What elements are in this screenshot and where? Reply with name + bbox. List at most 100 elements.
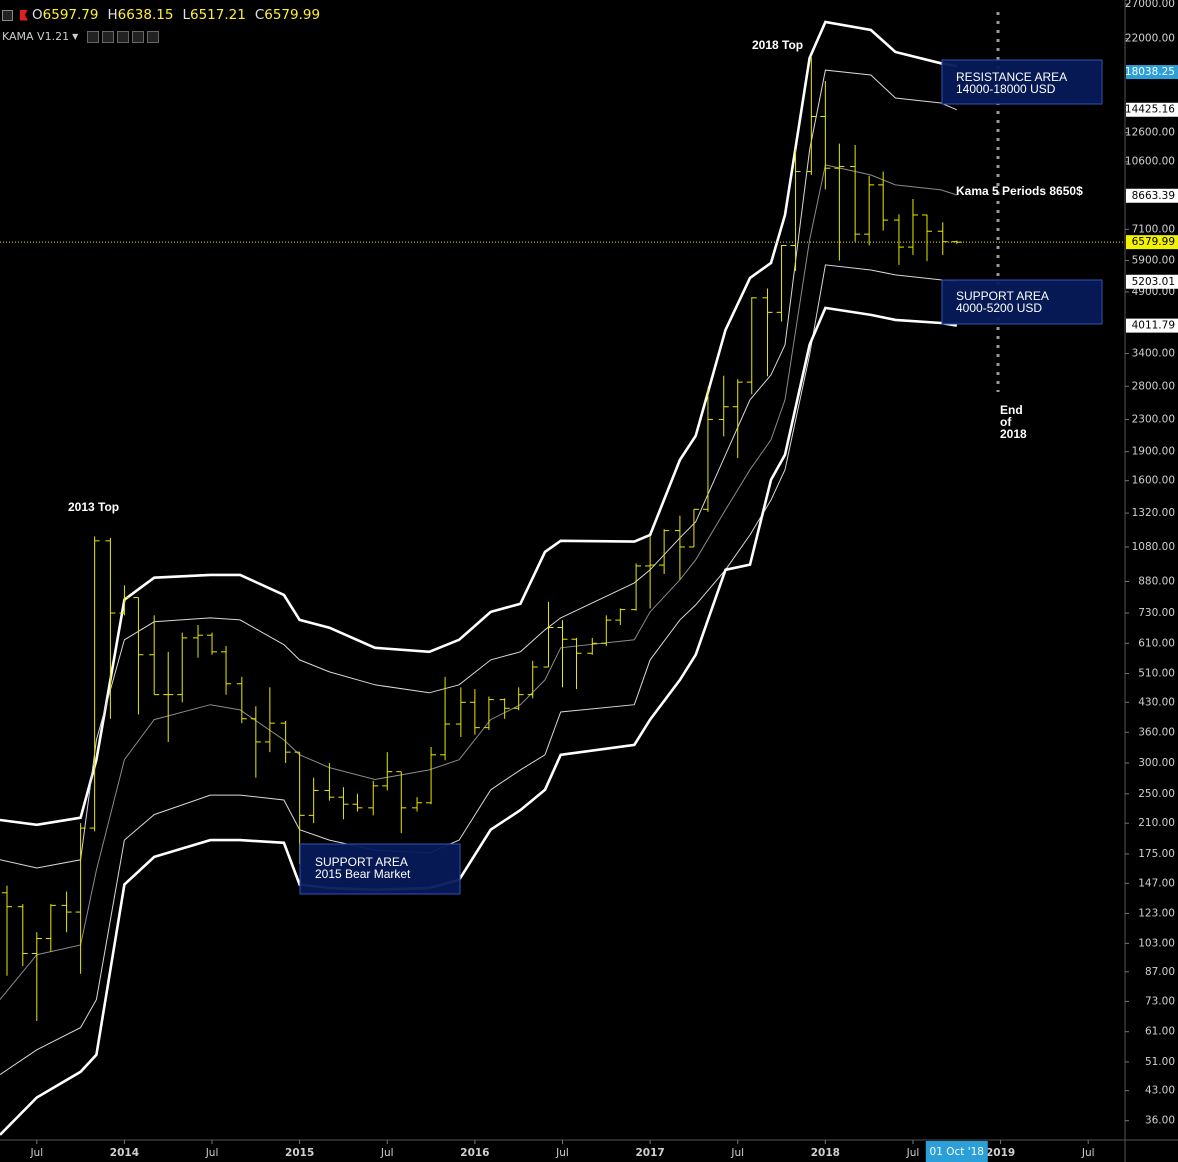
y-tick-label: 73.00 xyxy=(1145,995,1175,1007)
y-tick-label: 2800.00 xyxy=(1132,380,1175,392)
x-tick-label: 2019 xyxy=(986,1147,1015,1159)
y-tick-label: 1900.00 xyxy=(1132,446,1175,458)
price-label: 8663.39 xyxy=(1132,190,1175,202)
indicator-button[interactable] xyxy=(102,30,115,43)
band-line xyxy=(0,306,958,1136)
price-label-bg xyxy=(1126,274,1178,289)
y-tick-label: 1080.00 xyxy=(1132,541,1175,553)
price-label: 6579.99 xyxy=(1132,236,1175,248)
y-tick-label: 123.00 xyxy=(1138,907,1175,919)
indicator-row: KAMA V1.21 ▼ xyxy=(2,30,160,43)
price-label-bg xyxy=(1126,102,1178,117)
x-tick-label: Jul xyxy=(1081,1147,1095,1159)
y-tick-label: 880.00 xyxy=(1138,576,1175,588)
price-label: 18038.25 xyxy=(1125,66,1175,78)
ohlc-value: 6638.15 xyxy=(117,7,174,23)
indicator-name[interactable]: KAMA V1.21 xyxy=(2,30,70,43)
y-tick-label: 61.00 xyxy=(1145,1026,1175,1038)
y-tick-label: 7100.00 xyxy=(1132,223,1175,235)
band-line xyxy=(0,164,957,1000)
y-tick-label: 430.00 xyxy=(1138,696,1175,708)
x-tick-label: 2018 xyxy=(811,1147,840,1159)
y-tick-label: 5900.00 xyxy=(1132,255,1175,267)
y-tick-label: 510.00 xyxy=(1138,668,1175,680)
annotation: 2018 xyxy=(1000,427,1027,441)
price-label: 14425.16 xyxy=(1125,104,1175,116)
ohlc-key: O xyxy=(32,7,43,23)
band-line xyxy=(0,69,957,869)
axes: 27000.00 22000.00 12600.00 10600.00 7100.00 5… xyxy=(29,0,1178,1162)
x-tick-label: Jul xyxy=(29,1147,43,1159)
plot-area xyxy=(0,20,1125,1136)
y-tick-label: 3400.00 xyxy=(1132,348,1175,360)
flag-icon[interactable] xyxy=(20,9,28,21)
y-tick-label: 27000.00 xyxy=(1125,0,1175,10)
x-tick-label: 2017 xyxy=(635,1147,664,1159)
y-tick-label: 43.00 xyxy=(1145,1085,1175,1097)
y-tick-label: 10600.00 xyxy=(1125,156,1175,168)
y-tick-label: 2300.00 xyxy=(1132,413,1175,425)
x-tick-label: Jul xyxy=(906,1147,920,1159)
indicator-button[interactable] xyxy=(117,30,130,43)
area-title: SUPPORT AREA xyxy=(956,289,1049,303)
annotation: End xyxy=(1000,403,1023,417)
band-line xyxy=(0,264,957,1076)
x-tick-label: Jul xyxy=(380,1147,394,1159)
ohlc-key: H xyxy=(107,7,118,23)
collapse-icon[interactable] xyxy=(2,9,13,21)
indicator-button[interactable] xyxy=(132,30,145,43)
y-tick-label: 730.00 xyxy=(1138,607,1175,619)
dropdown-caret[interactable]: ▼ xyxy=(72,32,79,41)
support-box xyxy=(299,843,461,895)
y-tick-label: 300.00 xyxy=(1138,757,1175,769)
indicator-button[interactable] xyxy=(147,30,160,43)
y-tick-label: 4900.00 xyxy=(1132,286,1175,298)
area-box: SUPPORT AREA 2015 Bear Market xyxy=(299,843,461,895)
x-tick-label: 2016 xyxy=(460,1147,489,1159)
price-label: 4011.79 xyxy=(1132,320,1175,332)
y-tick-label: 1320.00 xyxy=(1132,507,1175,519)
ohlc-header: O 6597.79 H 6638.15 L 6517.21 C 6579.99 xyxy=(2,7,320,23)
x-tick-label: Jul xyxy=(730,1147,744,1159)
annotation: 2018 Top xyxy=(752,38,803,52)
area-box: SUPPORT AREA 4000-5200 USD xyxy=(941,279,1103,325)
x-tick-label: 2014 xyxy=(110,1147,139,1159)
y-tick-label: 36.00 xyxy=(1145,1115,1175,1127)
y-tick-label: 1600.00 xyxy=(1132,475,1175,487)
ohlc-value: 6597.79 xyxy=(42,7,99,23)
area-range: 2015 Bear Market xyxy=(315,867,411,881)
y-tick-label: 175.00 xyxy=(1138,848,1175,860)
price-label-bg xyxy=(1126,318,1178,333)
y-tick-label: 22000.00 xyxy=(1125,33,1175,45)
y-tick-label: 610.00 xyxy=(1138,637,1175,649)
cursor-label: 01 Oct '18 xyxy=(930,1146,984,1158)
x-tick-label: Jul xyxy=(205,1147,219,1159)
area-title: RESISTANCE AREA xyxy=(956,70,1067,84)
price-label-bg xyxy=(1126,235,1178,250)
y-tick-label: 87.00 xyxy=(1145,966,1175,978)
y-tick-label: 147.00 xyxy=(1138,877,1175,889)
ohlc-value: 6579.99 xyxy=(264,7,321,23)
annotation: 2013 Top xyxy=(68,500,119,514)
band-line xyxy=(0,20,958,827)
price-label-bg xyxy=(1126,188,1178,203)
y-tick-label: 360.00 xyxy=(1138,726,1175,738)
ohlc-key: C xyxy=(254,7,265,23)
annotation: of xyxy=(1000,415,1012,429)
area-range: 14000-18000 USD xyxy=(956,82,1056,96)
support-box xyxy=(941,279,1103,325)
indicator-button[interactable] xyxy=(87,30,100,43)
ohlc-value: 6517.21 xyxy=(189,7,246,23)
x-axis-panel xyxy=(0,1140,1178,1162)
y-tick-label: 210.00 xyxy=(1138,817,1175,829)
area-box: RESISTANCE AREA 14000-18000 USD xyxy=(941,59,1103,105)
y-tick-label: 250.00 xyxy=(1138,788,1175,800)
annotation: Kama 5 Periods 8650$ xyxy=(956,184,1083,198)
area-range: 4000-5200 USD xyxy=(956,301,1042,315)
cursor-label-bg xyxy=(925,1141,988,1162)
price-label-bg xyxy=(1126,65,1178,80)
resistance-box xyxy=(941,59,1103,105)
y-tick-label: 51.00 xyxy=(1145,1056,1175,1068)
